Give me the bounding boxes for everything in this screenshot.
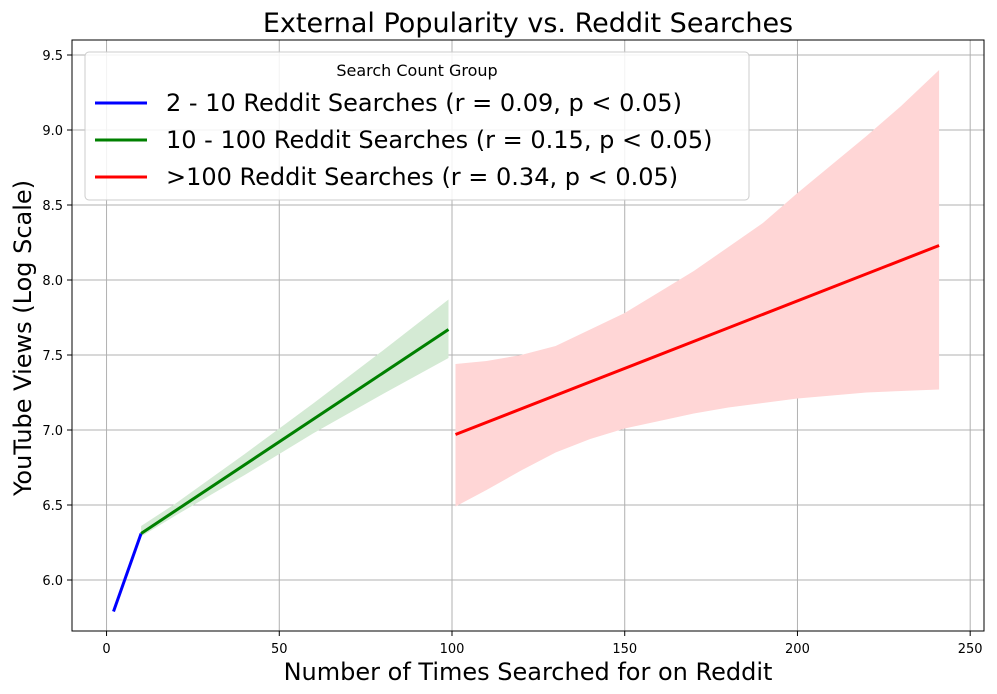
series-line-0 <box>112 532 143 613</box>
legend-entry-2: >100 Reddit Searches (r = 0.34, p < 0.05… <box>166 163 678 191</box>
y-tick-label: 6.5 <box>42 499 63 514</box>
x-tick-label: 250 <box>958 642 983 657</box>
y-tick-label: 7.0 <box>42 424 63 439</box>
legend-entry-1: 10 - 100 Reddit Searches (r = 0.15, p < … <box>166 126 712 154</box>
x-tick-label: 50 <box>271 642 288 657</box>
x-tick-label: 100 <box>440 642 465 657</box>
y-tick-label: 7.5 <box>42 349 63 364</box>
y-tick-label: 6.0 <box>42 574 63 589</box>
x-axis-ticks: 0 50 100 150 200 250 <box>102 631 983 657</box>
x-axis-label: Number of Times Searched for on Reddit <box>284 658 773 686</box>
legend: Search Count Group 2 - 10 Reddit Searche… <box>84 51 750 201</box>
legend-title: Search Count Group <box>336 61 497 80</box>
y-axis-label: YouTube Views (Log Scale) <box>9 180 37 497</box>
x-tick-label: 200 <box>785 642 810 657</box>
legend-box <box>84 51 750 201</box>
legend-entry-0: 2 - 10 Reddit Searches (r = 0.09, p < 0.… <box>166 89 682 117</box>
x-tick-label: 150 <box>612 642 637 657</box>
chart-title: External Popularity vs. Reddit Searches <box>263 8 793 39</box>
y-tick-label: 8.5 <box>42 199 63 214</box>
y-tick-label: 9.5 <box>42 49 63 64</box>
y-tick-label: 8.0 <box>42 274 63 289</box>
confidence-band-1 <box>141 299 449 537</box>
series-line-2 <box>454 244 940 436</box>
y-tick-label: 9.0 <box>42 124 63 139</box>
regression-lines <box>112 244 940 613</box>
y-axis-ticks: 6.0 6.5 7.0 7.5 8.0 8.5 9.0 9.5 <box>42 49 72 589</box>
confidence-bands <box>141 70 940 537</box>
series-line-1 <box>140 328 450 535</box>
plot-area-frame <box>71 39 985 632</box>
confidence-band-2 <box>455 70 940 507</box>
x-tick-label: 0 <box>102 642 110 657</box>
